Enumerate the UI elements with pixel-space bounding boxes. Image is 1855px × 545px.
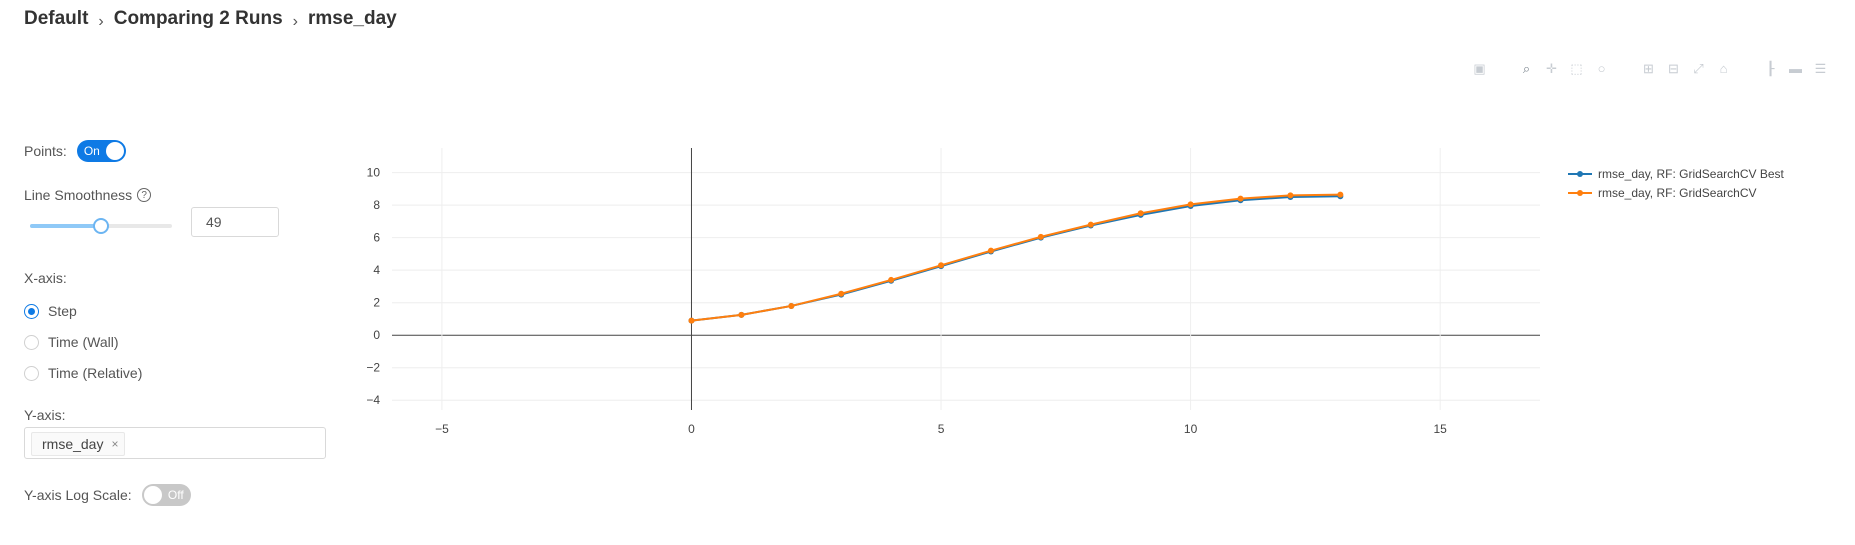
y-tick-label: −4 [366,393,380,407]
box-select-icon[interactable]: ⬚ [1570,60,1583,76]
closest-hover-icon[interactable]: ▬ [1789,61,1802,76]
y-tick-label: 10 [367,166,381,180]
reset-axes-icon[interactable]: ⌂ [1719,61,1728,76]
log-toggle-text: Off [167,488,184,502]
data-point [688,317,695,324]
legend-swatch [1568,189,1592,196]
data-point [838,290,845,297]
radio-label: Time (Wall) [48,334,119,350]
x-tick-label: 0 [688,422,695,436]
slider-handle[interactable] [93,218,109,234]
x-tick-label: 10 [1184,422,1198,436]
lasso-select-icon[interactable]: ○ [1597,61,1606,76]
y-tick-label: 6 [373,231,380,245]
smoothness-label: Line Smoothness [24,187,133,203]
xaxis-radio-step[interactable]: Step [24,303,77,319]
data-point [1187,201,1194,208]
y-tick-label: −2 [366,361,380,375]
data-point [1287,192,1294,199]
legend-item[interactable]: rmse_day, RF: GridSearchCV Best [1568,164,1784,183]
radio-label: Time (Relative) [48,365,143,381]
plot-toolbar: ▣ ⌕ ✛ ⬚ ○ ⊞ ⊟ ⤢ ⌂ ┠ ▬ ☰ [1471,60,1829,77]
slider-fill [30,224,99,228]
spike-lines-icon[interactable]: ┠ [1766,60,1775,76]
pan-icon[interactable]: ✛ [1546,60,1557,76]
radio-icon [24,334,39,350]
xaxis-label: X-axis: [24,270,67,286]
compare-hover-icon[interactable]: ☰ [1814,60,1827,76]
radio-selected-icon [24,303,39,319]
x-tick-label: 15 [1433,422,1447,436]
legend-label: rmse_day, RF: GridSearchCV Best [1598,166,1784,181]
y-tick-label: 4 [373,263,380,277]
smoothness-input[interactable] [191,207,279,237]
smoothness-control: Line Smoothness ? [24,187,152,203]
series-line [691,193,1341,322]
log-scale-toggle[interactable]: Off [141,484,191,506]
chart-legend: rmse_day, RF: GridSearchCV Best rmse_day,… [1568,164,1784,202]
points-toggle[interactable]: On [76,140,126,162]
autoscale-icon[interactable]: ⤢ [1693,60,1704,76]
data-point [788,302,795,309]
radio-label: Step [48,303,77,319]
data-point [938,262,945,269]
y-tick-label: 8 [373,198,380,212]
smoothness-slider[interactable] [30,218,172,234]
legend-swatch-point [1577,189,1583,196]
camera-icon[interactable]: ▣ [1473,60,1486,76]
yaxis-label: Y-axis: [24,407,66,423]
legend-label: rmse_day, RF: GridSearchCV [1598,185,1757,200]
series-line [691,195,1341,322]
data-point [1087,221,1094,228]
x-tick-label: 5 [938,422,945,436]
breadcrumb-comparing-runs[interactable]: Comparing 2 Runs [113,8,283,29]
legend-swatch [1568,170,1592,177]
legend-item[interactable]: rmse_day, RF: GridSearchCV [1568,183,1784,202]
toggle-knob [143,486,162,504]
data-point [888,276,895,283]
x-tick-label: −5 [435,422,449,436]
breadcrumb: Default › Comparing 2 Runs › rmse_day [24,8,397,30]
data-point [1037,233,1044,240]
points-label: Points: [24,143,67,159]
radio-icon [24,365,39,381]
y-tick-label: 0 [373,328,380,342]
breadcrumb-metric: rmse_day [307,8,397,29]
zoom-icon[interactable]: ⌕ [1522,60,1531,76]
xaxis-radio-time-wall[interactable]: Time (Wall) [24,334,119,350]
breadcrumb-default[interactable]: Default [24,8,89,29]
data-point [1337,191,1344,198]
data-point [738,311,745,318]
log-scale-label: Y-axis Log Scale: [24,487,132,503]
toggle-knob [105,142,124,160]
data-point [1137,210,1144,217]
data-point [1237,195,1244,202]
points-control: Points: On [24,140,126,162]
zoom-out-icon[interactable]: ⊟ [1668,60,1679,76]
help-icon[interactable]: ? [137,188,152,202]
metric-tag: rmse_day × [31,432,126,456]
y-tick-label: 2 [373,296,380,310]
close-icon[interactable]: × [111,437,119,451]
metric-chart[interactable]: −4 −2 0 2 4 6 8 10 −5 0 5 10 15 [340,140,1540,545]
data-point [987,247,994,254]
xaxis-radio-time-relative[interactable]: Time (Relative) [24,365,142,381]
chevron-right-icon: › [98,13,104,30]
yaxis-select[interactable]: rmse_day × [24,427,326,459]
chevron-right-icon: › [292,13,298,30]
legend-swatch-point [1577,170,1583,177]
metric-tag-label: rmse_day [42,436,104,452]
points-toggle-text: On [83,144,100,158]
zoom-in-icon[interactable]: ⊞ [1643,60,1654,76]
log-scale-control: Y-axis Log Scale: Off [24,484,191,506]
